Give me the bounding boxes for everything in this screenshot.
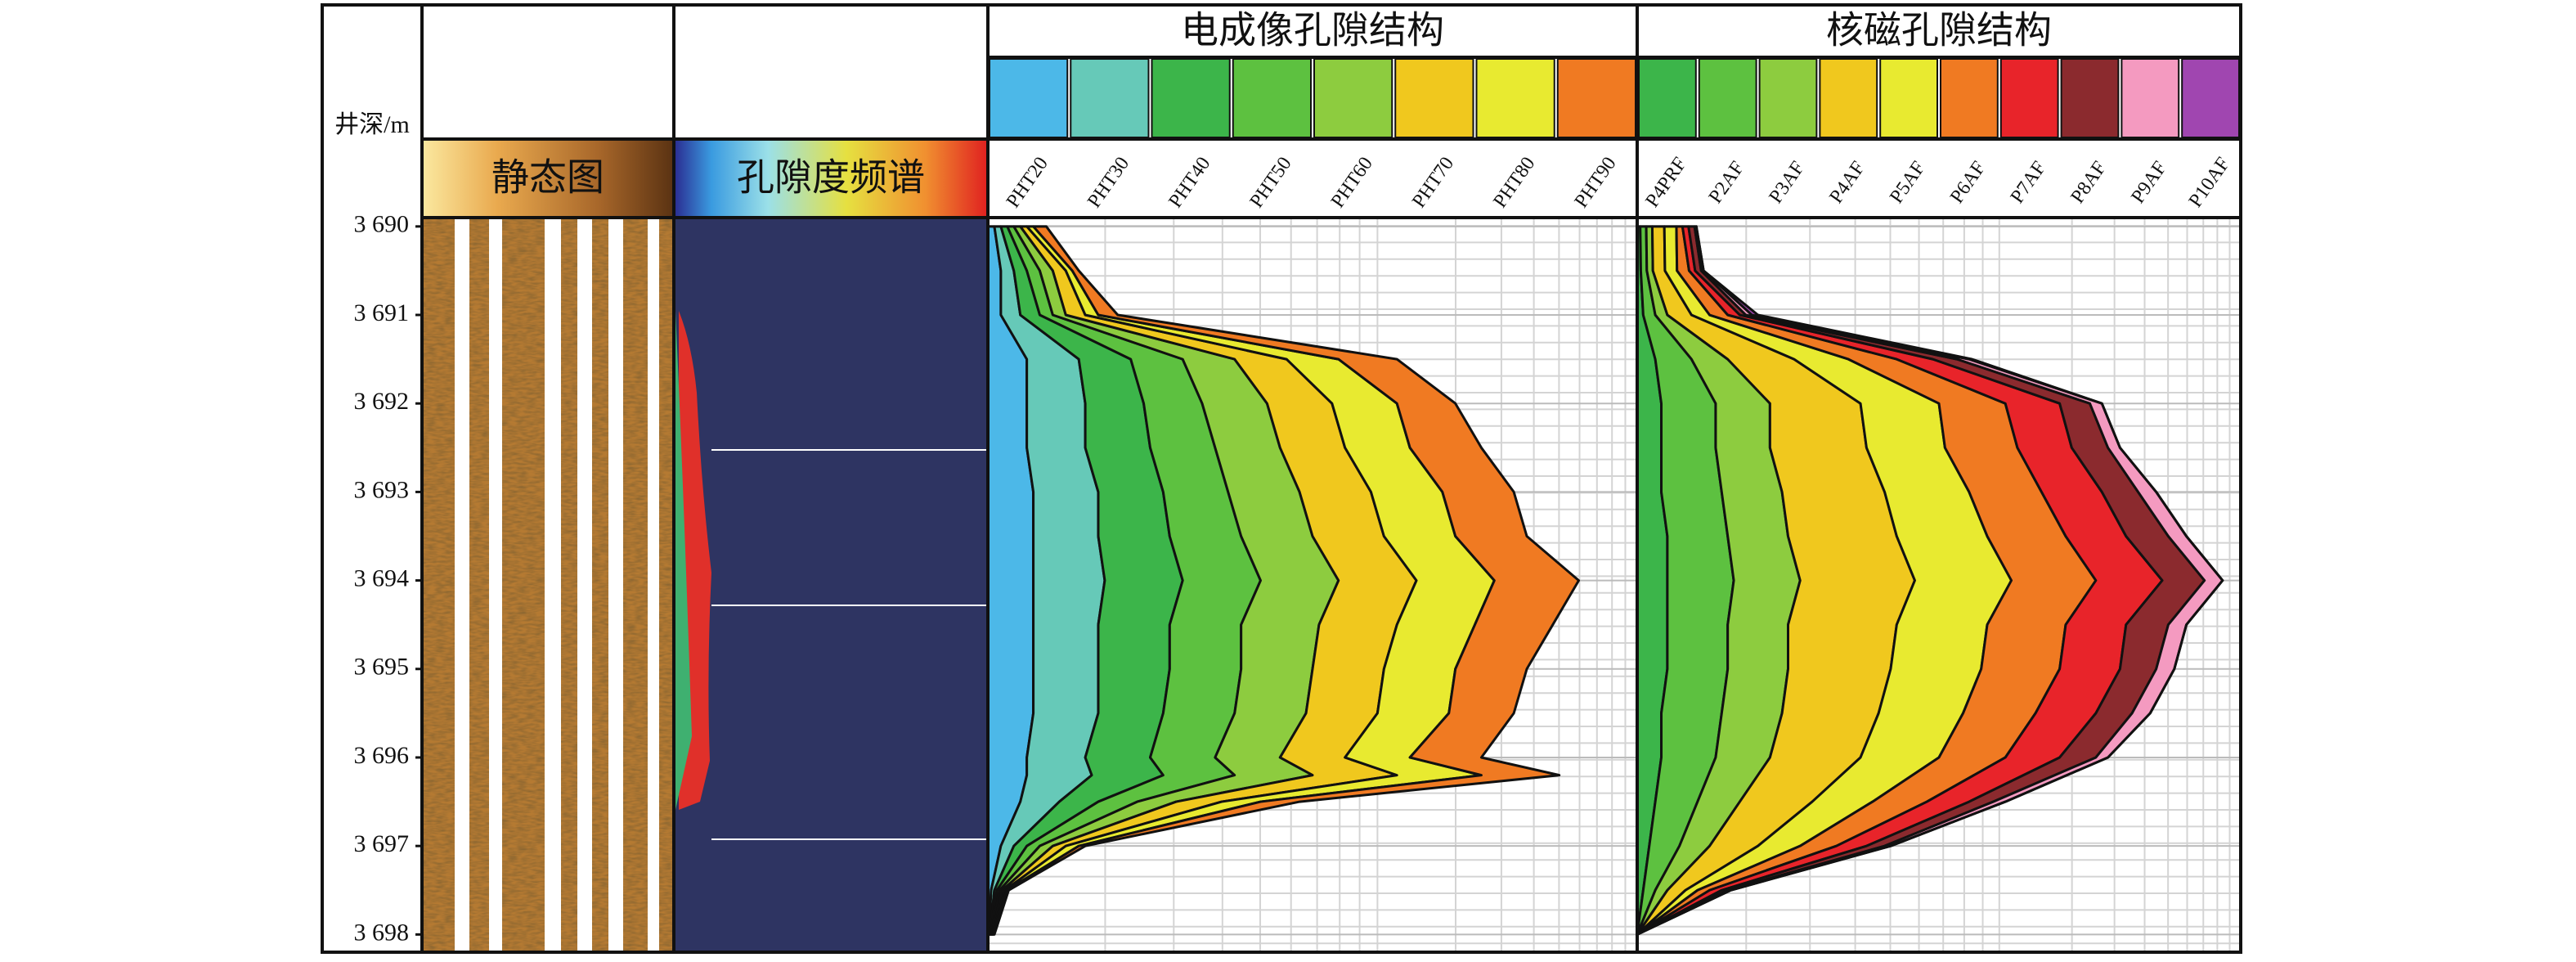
legend-swatch <box>1638 58 1697 138</box>
legend-swatch <box>1232 58 1312 138</box>
legend-swatch <box>1879 58 1938 138</box>
legend-swatch <box>1999 58 2059 138</box>
spectrum-title: 孔隙度频谱 <box>737 155 925 200</box>
legend-label: PHT80 <box>1489 153 1539 212</box>
track-title: 电成像孔隙结构 <box>1181 8 1444 52</box>
legend-label: P9AF <box>2127 158 2170 208</box>
depth-label: 井深/m <box>334 111 410 138</box>
legend-label: PHT40 <box>1165 153 1214 212</box>
static-title: 静态图 <box>491 155 604 200</box>
legend-swatch <box>1475 58 1555 138</box>
legend-label: P3AF <box>1766 158 1809 208</box>
depth-tick-label: 3 695 <box>354 654 410 681</box>
legend-swatch <box>1698 58 1757 138</box>
stacked-band <box>991 225 1581 936</box>
legend-swatch <box>1556 58 1636 138</box>
depth-tick-label: 3 698 <box>354 919 410 946</box>
depth-tick-label: 3 696 <box>354 742 410 769</box>
depth-tick-label: 3 697 <box>354 830 410 857</box>
legend-swatch <box>1394 58 1474 138</box>
legend-label: PHT60 <box>1327 153 1377 212</box>
spectrum-lines <box>711 449 988 840</box>
legend-label: P4AF <box>1825 158 1869 208</box>
depth-tick-label: 3 692 <box>354 388 410 415</box>
depth-tick-label: 3 693 <box>354 476 410 503</box>
legend-swatch <box>1758 58 1818 138</box>
depth-tick-label: 3 690 <box>354 211 410 238</box>
spectrum-header <box>674 139 988 218</box>
legend-label: PHT30 <box>1084 153 1133 212</box>
legend-label: P7AF <box>2007 158 2050 208</box>
spectrum-image <box>674 218 988 952</box>
legend-swatch <box>2060 58 2120 138</box>
legend-label: P5AF <box>1886 158 1929 208</box>
legend-swatch <box>1151 58 1231 138</box>
legend-label: PHT70 <box>1408 153 1458 212</box>
legend-swatch <box>1940 58 1999 138</box>
legend-swatch <box>1070 58 1150 138</box>
static-header <box>422 139 674 218</box>
static-stripes <box>455 218 659 952</box>
legend-swatch <box>989 58 1069 138</box>
tracks: 3 690 3 691 3 692 3 693 3 694 3 695 3 696 3 697… <box>354 8 2242 952</box>
legend-label: P6AF <box>1946 158 1990 208</box>
legend-label: P4PRF <box>1642 154 1691 212</box>
legend-label: P8AF <box>2067 158 2111 208</box>
track-title: 核磁孔隙结构 <box>1826 8 2052 52</box>
frame <box>321 3 2242 954</box>
legend-swatch <box>2120 58 2180 138</box>
legend-label: PHT90 <box>1571 153 1621 212</box>
legend-swatch <box>1819 58 1878 138</box>
depth-tick-label: 3 694 <box>354 564 410 591</box>
spectrum-edge-inner <box>675 311 692 810</box>
legend-label: P2AF <box>1705 158 1748 208</box>
legend-swatch <box>1313 58 1393 138</box>
legend-label: P10AF <box>2185 154 2234 212</box>
legend-label: PHT20 <box>1003 153 1052 212</box>
depth-tick-label: 3 691 <box>354 299 410 326</box>
legend-label: PHT50 <box>1246 153 1296 212</box>
legend-swatch <box>2181 58 2240 138</box>
